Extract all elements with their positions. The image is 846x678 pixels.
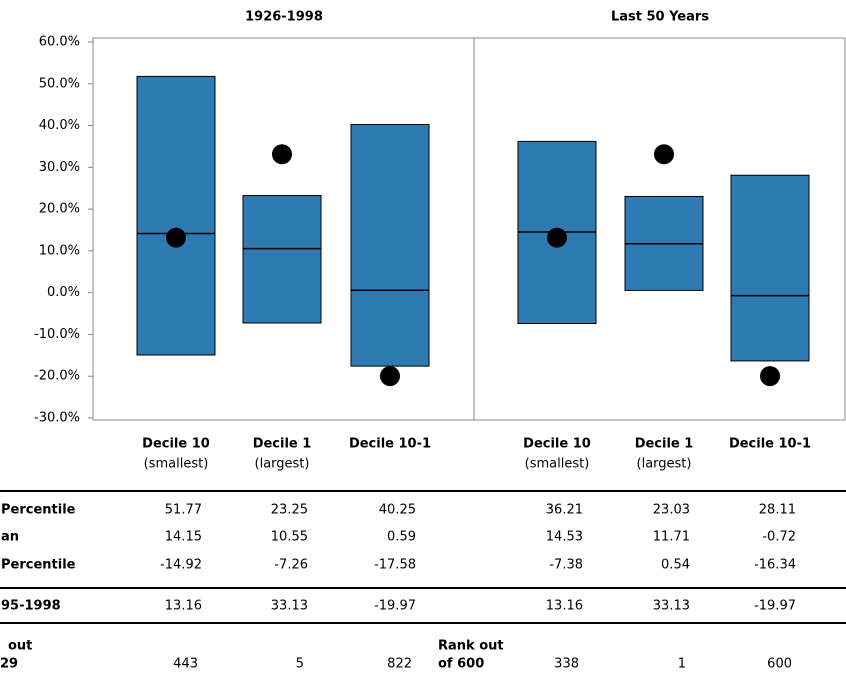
y-tick-label: 0.0%	[47, 285, 80, 300]
recent-dot	[272, 144, 292, 165]
y-tick-label: -10.0%	[34, 327, 80, 342]
rank-label: of 600	[438, 657, 484, 672]
rank-value: 1	[678, 657, 686, 672]
y-tick-label: 10.0%	[39, 243, 80, 258]
table-value: 33.13	[271, 599, 308, 614]
recent-dot	[547, 227, 567, 248]
table-value: -0.72	[762, 530, 796, 545]
rank-value: 822	[387, 657, 412, 672]
rank-label: out	[8, 639, 32, 654]
y-tick-label: 30.0%	[39, 160, 80, 175]
row-label: Percentile	[1, 503, 76, 518]
recent-dot	[380, 366, 400, 387]
recent-dot	[166, 227, 186, 248]
table-value: 11.71	[653, 530, 690, 545]
category-label: Decile 10	[523, 437, 591, 452]
table-value: 10.55	[271, 530, 308, 545]
rank-value: 443	[173, 657, 198, 672]
rank-value: 600	[767, 657, 792, 672]
y-tick-label: -20.0%	[34, 369, 80, 384]
table-value: 14.53	[546, 530, 583, 545]
category-sublabel: (smallest)	[525, 457, 590, 472]
table-value: -7.26	[274, 558, 308, 573]
table-value: 28.11	[759, 503, 796, 518]
box	[242, 195, 322, 324]
y-tick-label: 40.0%	[39, 118, 80, 133]
table-value: 13.16	[546, 599, 583, 614]
panel-title: Last 50 Years	[611, 10, 709, 25]
table-value: 0.59	[387, 530, 416, 545]
table-value: 13.16	[165, 599, 202, 614]
panel-title: 1926-1998	[245, 10, 323, 25]
category-sublabel: (largest)	[637, 457, 692, 472]
recent-dot	[654, 144, 674, 165]
box	[730, 174, 810, 362]
table-value: 33.13	[653, 599, 690, 614]
rank-label: 29	[0, 657, 18, 672]
table-value: 23.03	[653, 503, 690, 518]
rank-value: 338	[554, 657, 579, 672]
row-label: Percentile	[1, 558, 76, 573]
table-value: 23.25	[271, 503, 308, 518]
plot-frame	[92, 37, 846, 421]
category-label: Decile 1	[635, 437, 694, 452]
y-tick-label: -30.0%	[34, 411, 80, 426]
table-value: -7.38	[549, 558, 583, 573]
table-value: -17.58	[374, 558, 416, 573]
box	[136, 75, 216, 356]
category-label: Decile 1	[253, 437, 312, 452]
category-sublabel: (smallest)	[144, 457, 209, 472]
table-value: 51.77	[165, 503, 202, 518]
box	[350, 124, 430, 367]
row-label: 95-1998	[1, 599, 61, 614]
table-value: 14.15	[165, 530, 202, 545]
category-label: Decile 10	[142, 437, 210, 452]
table-value: 40.25	[379, 503, 416, 518]
table-value: -16.34	[754, 558, 796, 573]
category-label: Decile 10-1	[349, 437, 431, 452]
category-sublabel: (largest)	[255, 457, 310, 472]
table-value: -14.92	[160, 558, 202, 573]
table-value: 36.21	[546, 503, 583, 518]
table-value: -19.97	[754, 599, 796, 614]
rank-value: 5	[296, 657, 304, 672]
rank-label: Rank out	[438, 639, 504, 654]
table-value: 0.54	[661, 558, 690, 573]
y-tick-label: 20.0%	[39, 202, 80, 217]
y-tick-label: 60.0%	[39, 35, 80, 50]
y-tick-label: 50.0%	[39, 76, 80, 91]
category-label: Decile 10-1	[729, 437, 811, 452]
row-label: an	[1, 530, 19, 545]
table-value: -19.97	[374, 599, 416, 614]
recent-dot	[760, 366, 780, 387]
